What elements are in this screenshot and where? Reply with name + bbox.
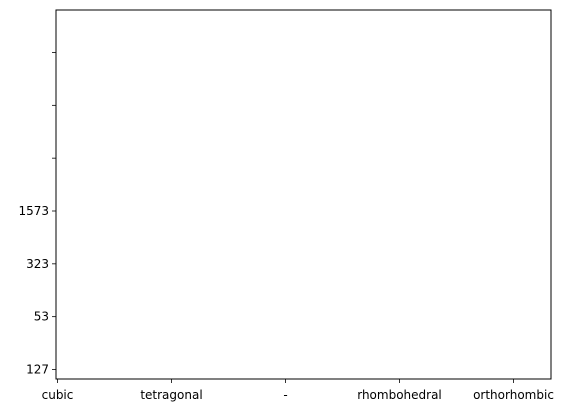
- x-axis: cubic tetragonal - rhombohedral orthorhombic: [42, 379, 554, 402]
- x-tick-label: cubic: [42, 388, 74, 402]
- x-tick-label: tetragonal: [140, 388, 202, 402]
- y-tick-label: 127: [26, 363, 49, 377]
- y-tick-label: 53: [34, 310, 49, 324]
- y-tick-label: 1573: [18, 204, 49, 218]
- y-tick-label: 323: [26, 257, 49, 271]
- x-tick-label: rhombohedral: [357, 388, 442, 402]
- x-tick-label: -: [283, 388, 287, 402]
- plot-area: [55, 9, 552, 380]
- x-tick-label: orthorhombic: [473, 388, 554, 402]
- y-axis: 127 53 323 1573: [18, 52, 56, 377]
